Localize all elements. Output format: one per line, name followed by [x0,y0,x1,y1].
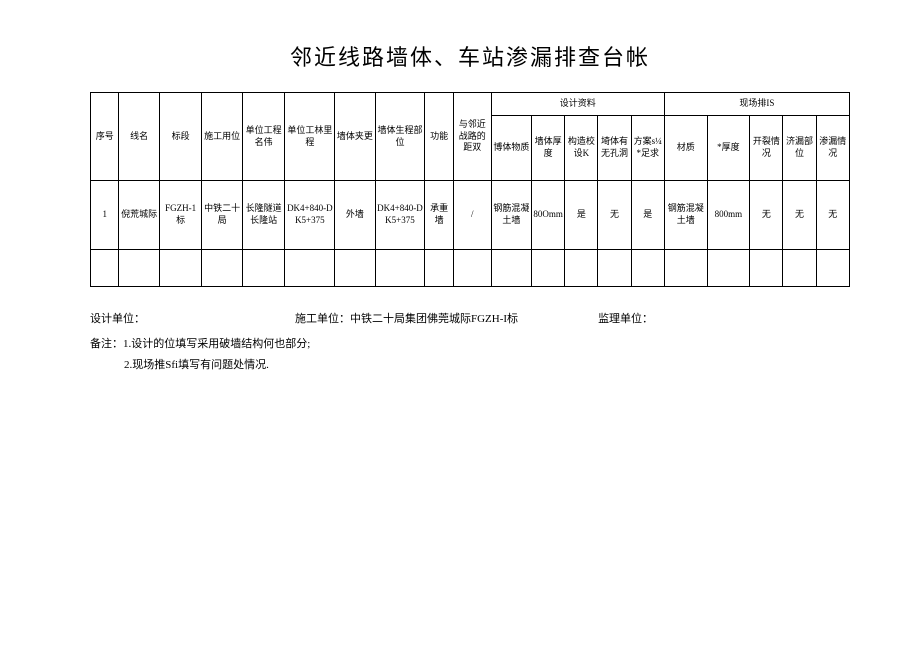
design-unit-label: 设计单位： [90,309,145,330]
cell: FGZH-1标 [159,181,202,250]
col-mileage: 单位工林里程 [285,93,335,181]
col-proj: 单位工程名伟 [242,93,285,181]
cell: 800mm [707,181,750,250]
table-row: 1 倪荒城际 FGZH-1标 中铁二十局 长隆隧道长隆站 DK4+840-DK5… [91,181,850,250]
col-function: 功能 [425,93,453,181]
cell: 钢筋混凝土墙 [491,181,531,250]
col-leak-pos: 济漏部位 [783,116,816,181]
col-unit: 施工用位 [202,93,242,181]
col-wall-pos: 墙体生程部位 [375,93,425,181]
footer: 设计单位： 施工单位： 中铁二十局集团佛莞城际FGZH-I标 监理单位： 备注：… [90,309,850,376]
col-material: 博体物质 [491,116,531,181]
col-line: 线名 [119,93,159,181]
col-crack: 开裂情况 [750,116,783,181]
col-group-design: 设计资料 [491,93,664,116]
table-row-empty [91,250,850,287]
col-leak-status: 渗漏情况 [816,116,849,181]
cell: DK4+840-DK5+375 [375,181,425,250]
cell: 80Omm [532,181,565,250]
cell: 承重墙 [425,181,453,250]
col-wall-change: 墙体夹更 [335,93,375,181]
ledger-table: 序号 线名 标段 施工用位 单位工程名伟 单位工林里程 墙体夹更 墙体生程部位 … [90,92,850,287]
cell: 外墙 [335,181,375,250]
supervise-unit-label: 监理单位： [598,309,653,330]
note-2: 2.现场推Sfi填写有问题处情况. [90,355,850,376]
page-title: 邻近线路墙体、车站渗漏排查台帐 [90,40,850,72]
col-site-material: 材质 [664,116,707,181]
col-structk: 构造校设K [565,116,598,181]
col-site-thickness: *厚度 [707,116,750,181]
cell: 中铁二十局 [202,181,242,250]
cell: 是 [565,181,598,250]
col-thickness: 墙体厚度 [532,116,565,181]
cell: 是 [631,181,664,250]
cell: / [453,181,491,250]
cell: DK4+840-DK5+375 [285,181,335,250]
cell: 钢筋混凝土墙 [664,181,707,250]
construct-unit-label: 施工单位： [295,309,350,330]
cell: 倪荒城际 [119,181,159,250]
construct-unit-value: 中铁二十局集团佛莞城际FGZH-I标 [350,309,518,330]
cell: 无 [783,181,816,250]
col-hole: 埼体有无孔洞 [598,116,631,181]
cell: 无 [750,181,783,250]
col-distance: 与邻近战路的距双 [453,93,491,181]
notes-label: 备注： [90,338,123,350]
col-section: 标段 [159,93,202,181]
note-1: 1.设计的位填写采用破墙结构何也部分; [123,338,310,350]
cell: 长隆隧道长隆站 [242,181,285,250]
cell: 无 [598,181,631,250]
cell: 无 [816,181,849,250]
col-group-site: 现场排IS [664,93,849,116]
cell: 1 [91,181,119,250]
col-seq: 序号 [91,93,119,181]
col-plan: 方案s¼*足求 [631,116,664,181]
